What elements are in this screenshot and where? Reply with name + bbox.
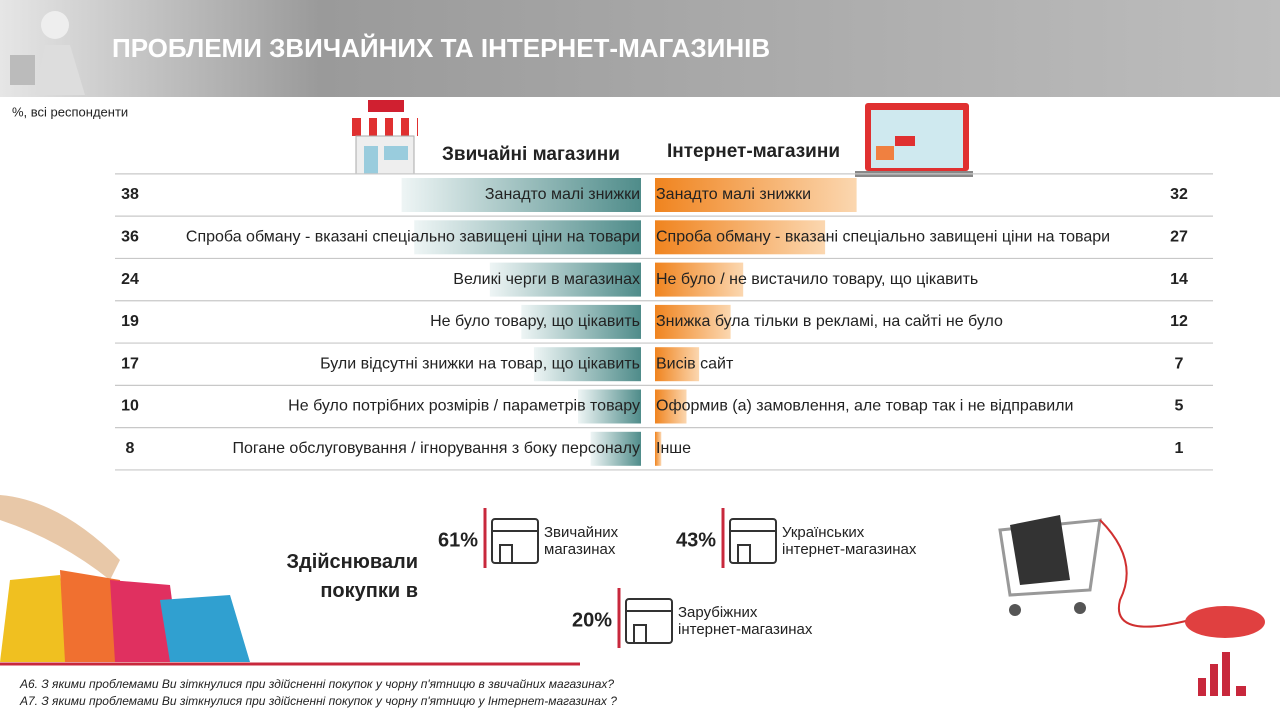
bar [521, 304, 641, 339]
icon-detail [492, 530, 538, 563]
value-label: 17 [121, 355, 139, 372]
bar [401, 178, 641, 212]
icon-body [729, 518, 777, 564]
value-label: 12 [1170, 313, 1188, 330]
stat-value: 43% [676, 529, 716, 551]
title: ПРОБЛЕМИ ЗВИЧАЙНИХ ТА ІНТЕРНЕТ-МАГАЗИНІВ [112, 33, 770, 63]
bar [655, 304, 731, 339]
right-header: Інтернет-магазини [667, 141, 840, 162]
value-label: 1 [1175, 440, 1184, 457]
cart-photo [998, 515, 1265, 638]
note: А6. З якими проблемами Ви зіткнулися при… [19, 677, 614, 691]
rows: Занадто малі знижки 38 Спроба обману - вка… [115, 173, 1213, 471]
bar [655, 178, 857, 212]
bags-photo [0, 495, 250, 662]
value-label: 19 [121, 313, 139, 330]
bar [655, 262, 744, 297]
logo [1198, 652, 1246, 696]
value-label: 38 [121, 186, 139, 203]
icon-body [625, 598, 673, 644]
shop-icon [352, 100, 418, 175]
category-label: Погане обслуговування / ігнорування з бо… [232, 440, 640, 457]
value-label: 8 [126, 440, 135, 457]
category-label: Не було потрібних розмірів / параметрів … [288, 398, 640, 415]
category-label: Були відсутні знижки на товар, що цікави… [320, 355, 640, 372]
category-label: Оформив (а) замовлення, але товар так і … [656, 398, 1073, 415]
bar [655, 220, 826, 255]
bar [590, 431, 641, 466]
stat-value: 20% [572, 609, 612, 631]
header-band [0, 0, 1280, 97]
value-label: 36 [121, 229, 139, 246]
value-label: 24 [121, 271, 139, 288]
category-label: Занадто малі знижки [485, 186, 640, 203]
stat-icon [625, 598, 673, 644]
category-label: Спроба обману - вказані спеціально завищ… [186, 229, 640, 246]
left-header: Звичайні магазини [442, 144, 620, 165]
bar [655, 389, 687, 424]
stats: 61% Звичайних магазинах 43% Українських інтер… [438, 508, 917, 648]
bar [655, 431, 662, 466]
bar [489, 262, 641, 297]
bar [414, 220, 641, 255]
note: А7. З якими проблемами Ви зіткнулися при… [19, 694, 617, 708]
icon-detail [730, 530, 776, 563]
purchases-title: Здійснювали покупки в [286, 551, 418, 602]
value-label: 10 [121, 398, 139, 415]
value-label: 5 [1175, 398, 1184, 415]
category-label: Великі черги в магазинах [453, 271, 640, 288]
category-label: Спроба обману - вказані спеціально завищ… [656, 229, 1110, 246]
stat-icon [729, 518, 777, 564]
value-label: 7 [1175, 355, 1184, 372]
value-label: 14 [1170, 271, 1188, 288]
category-label: Інше [656, 440, 691, 457]
value-label: 32 [1170, 186, 1188, 203]
stat-icon [491, 518, 539, 564]
stat-label: Звичайних магазинах [544, 524, 619, 558]
category-label: Не було товару, що цікавить [430, 313, 640, 330]
bar [655, 347, 700, 382]
value-label: 27 [1170, 229, 1188, 246]
category-label: Знижка була тільки в рекламі, на сайті н… [656, 313, 1003, 330]
header-photo [10, 11, 85, 95]
icon-detail [626, 610, 672, 643]
stat-label: Українських інтернет-магазинах [782, 524, 917, 558]
stat-label: Зарубіжних інтернет-магазинах [678, 604, 813, 638]
category-label: Не було / не вистачило товару, що цікави… [656, 271, 978, 288]
category-label: Висів сайт [656, 355, 734, 372]
bar [533, 347, 641, 382]
bar [578, 389, 641, 424]
subtitle: %, всі респонденти [12, 104, 128, 119]
category-label: Занадто малі знижки [656, 186, 811, 203]
laptop-icon [855, 103, 973, 177]
stat-value: 61% [438, 529, 478, 551]
icon-body [491, 518, 539, 564]
